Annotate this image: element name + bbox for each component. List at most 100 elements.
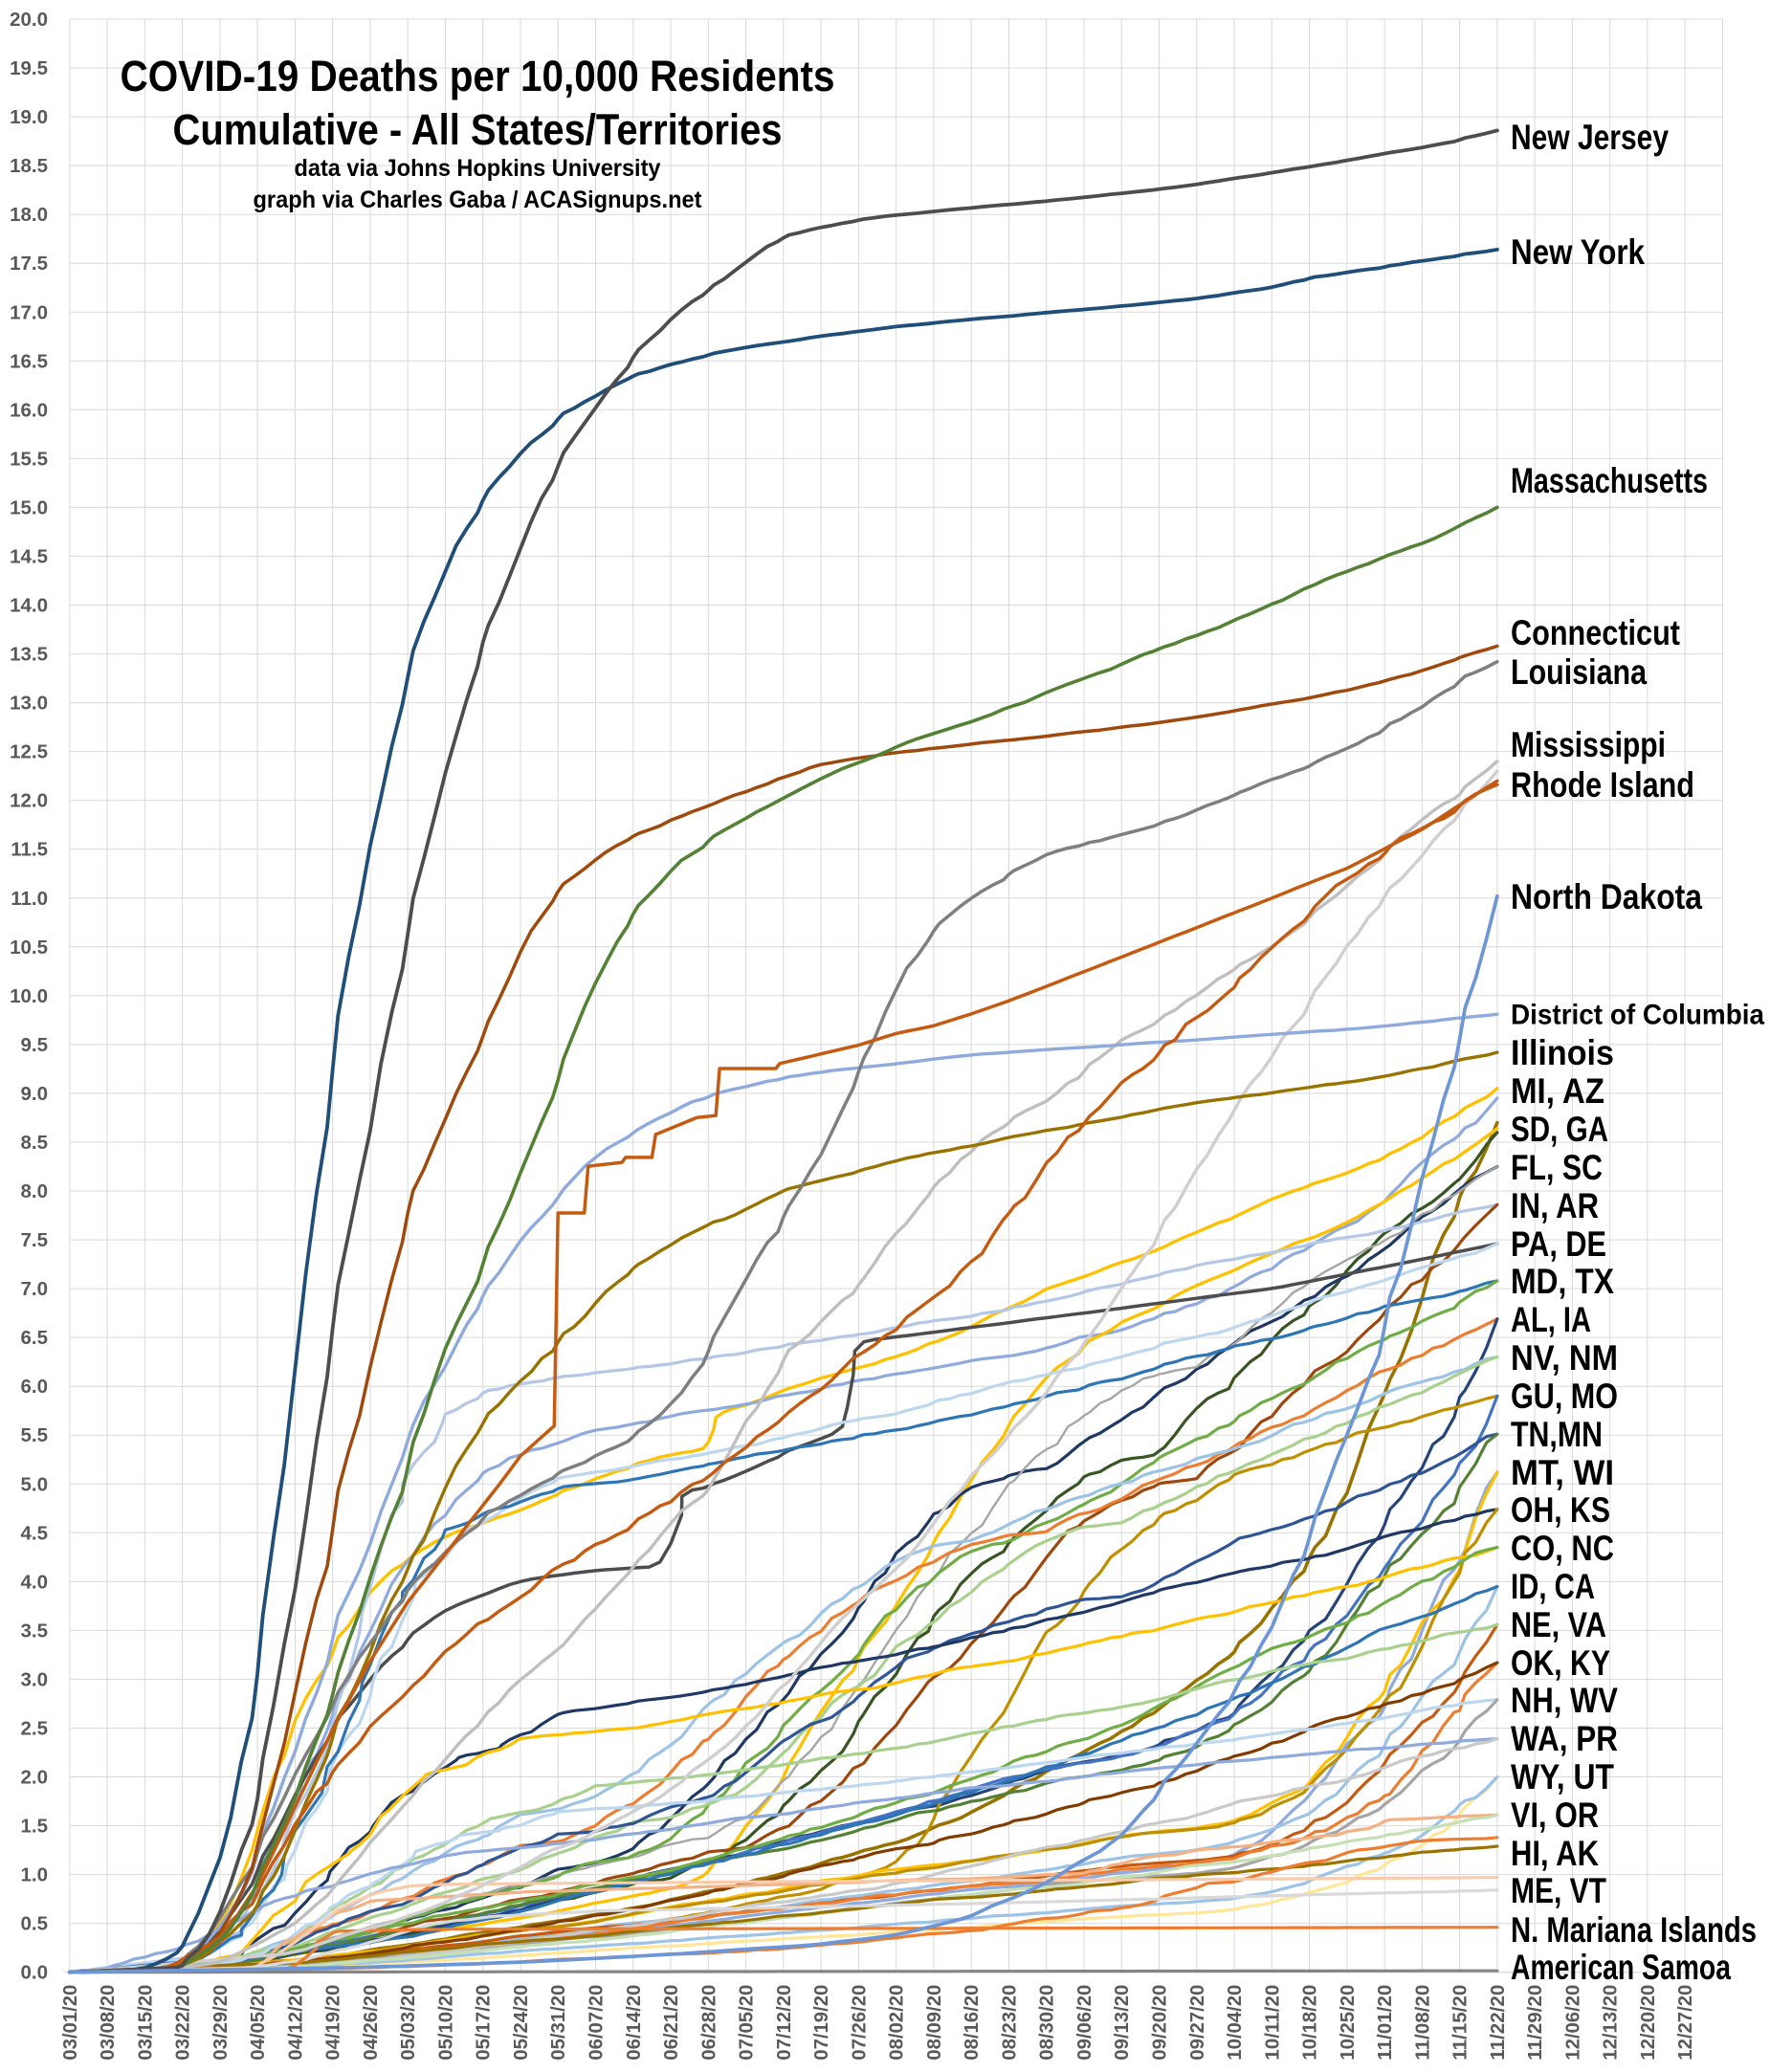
svg-text:18.5: 18.5 bbox=[10, 155, 48, 177]
svg-text:08/16/20: 08/16/20 bbox=[961, 1985, 983, 2061]
svg-text:08/30/20: 08/30/20 bbox=[1036, 1985, 1058, 2061]
svg-text:11/29/20: 11/29/20 bbox=[1524, 1985, 1546, 2061]
svg-text:OH, KS: OH, KS bbox=[1511, 1490, 1610, 1530]
svg-text:08/09/20: 08/09/20 bbox=[923, 1985, 945, 2061]
svg-text:04/12/20: 04/12/20 bbox=[284, 1985, 306, 2061]
svg-text:9.5: 9.5 bbox=[21, 1034, 49, 1056]
svg-text:07/26/20: 07/26/20 bbox=[848, 1985, 870, 2061]
svg-text:NH, WV: NH, WV bbox=[1511, 1681, 1618, 1720]
svg-text:05/24/20: 05/24/20 bbox=[510, 1985, 532, 2061]
svg-text:12/06/20: 12/06/20 bbox=[1561, 1985, 1583, 2061]
svg-text:Connecticut: Connecticut bbox=[1511, 613, 1680, 652]
svg-text:WY, UT: WY, UT bbox=[1511, 1757, 1614, 1796]
svg-text:ID, CA: ID, CA bbox=[1511, 1567, 1595, 1606]
svg-text:06/21/20: 06/21/20 bbox=[660, 1985, 682, 2061]
svg-text:12/20/20: 12/20/20 bbox=[1637, 1985, 1659, 2061]
svg-text:13.0: 13.0 bbox=[10, 693, 48, 715]
svg-text:4.5: 4.5 bbox=[21, 1522, 49, 1544]
svg-text:American Samoa: American Samoa bbox=[1511, 1948, 1731, 1987]
svg-text:Massachusetts: Massachusetts bbox=[1511, 461, 1708, 500]
svg-text:16.5: 16.5 bbox=[10, 350, 48, 372]
svg-text:Cumulative - All States/Territ: Cumulative - All States/Territories bbox=[173, 105, 783, 154]
svg-text:SD, GA: SD, GA bbox=[1511, 1110, 1608, 1149]
svg-text:0.5: 0.5 bbox=[21, 1913, 49, 1935]
svg-text:N. Mariana Islands: N. Mariana Islands bbox=[1511, 1910, 1757, 1950]
svg-text:3.5: 3.5 bbox=[21, 1620, 49, 1642]
svg-text:1.5: 1.5 bbox=[21, 1816, 49, 1838]
svg-text:NE, VA: NE, VA bbox=[1511, 1605, 1606, 1644]
svg-text:12/13/20: 12/13/20 bbox=[1600, 1985, 1622, 2061]
svg-text:MT, WI: MT, WI bbox=[1511, 1453, 1614, 1492]
svg-text:New Jersey: New Jersey bbox=[1511, 118, 1669, 157]
svg-text:10.0: 10.0 bbox=[10, 985, 48, 1007]
svg-text:06/07/20: 06/07/20 bbox=[586, 1985, 608, 2061]
svg-text:17.5: 17.5 bbox=[10, 253, 48, 275]
svg-text:New York: New York bbox=[1511, 232, 1645, 272]
svg-text:09/20/20: 09/20/20 bbox=[1149, 1985, 1171, 2061]
svg-text:PA, DE: PA, DE bbox=[1511, 1224, 1606, 1264]
svg-text:05/17/20: 05/17/20 bbox=[473, 1985, 495, 2061]
svg-text:10/18/20: 10/18/20 bbox=[1299, 1985, 1321, 2061]
svg-text:14.5: 14.5 bbox=[10, 546, 48, 568]
svg-text:MD, TX: MD, TX bbox=[1511, 1262, 1614, 1301]
svg-text:19.0: 19.0 bbox=[10, 106, 48, 128]
svg-text:04/05/20: 04/05/20 bbox=[247, 1985, 269, 2061]
svg-text:WA, PR: WA, PR bbox=[1511, 1719, 1618, 1758]
svg-text:0.0: 0.0 bbox=[21, 1962, 49, 1984]
svg-text:07/05/20: 07/05/20 bbox=[736, 1985, 758, 2061]
svg-text:16.0: 16.0 bbox=[10, 399, 48, 421]
svg-text:11/08/20: 11/08/20 bbox=[1411, 1985, 1433, 2061]
svg-text:IN, AR: IN, AR bbox=[1511, 1186, 1599, 1225]
svg-text:03/01/20: 03/01/20 bbox=[59, 1985, 81, 2061]
svg-text:15.5: 15.5 bbox=[10, 448, 48, 470]
svg-text:07/19/20: 07/19/20 bbox=[810, 1985, 832, 2061]
svg-text:09/13/20: 09/13/20 bbox=[1111, 1985, 1133, 2061]
svg-text:11/22/20: 11/22/20 bbox=[1487, 1985, 1509, 2061]
svg-text:MI, AZ: MI, AZ bbox=[1511, 1071, 1604, 1111]
svg-text:8.5: 8.5 bbox=[21, 1132, 49, 1154]
svg-text:4.0: 4.0 bbox=[21, 1571, 49, 1593]
svg-text:08/02/20: 08/02/20 bbox=[886, 1985, 908, 2061]
svg-text:2.0: 2.0 bbox=[21, 1767, 49, 1789]
svg-text:8.0: 8.0 bbox=[21, 1180, 49, 1202]
svg-text:10/25/20: 10/25/20 bbox=[1337, 1985, 1359, 2061]
svg-text:TN,MN: TN,MN bbox=[1511, 1415, 1603, 1454]
svg-text:7.0: 7.0 bbox=[21, 1278, 49, 1300]
svg-text:COVID-19 Deaths per 10,000 Res: COVID-19 Deaths per 10,000 Residents bbox=[121, 52, 835, 100]
svg-text:11/01/20: 11/01/20 bbox=[1374, 1985, 1396, 2061]
svg-text:5.0: 5.0 bbox=[21, 1473, 49, 1495]
svg-text:11/15/20: 11/15/20 bbox=[1449, 1985, 1471, 2061]
svg-text:5.5: 5.5 bbox=[21, 1424, 49, 1446]
svg-text:VI, OR: VI, OR bbox=[1511, 1796, 1599, 1835]
svg-text:14.0: 14.0 bbox=[10, 595, 48, 617]
svg-text:3.0: 3.0 bbox=[21, 1668, 49, 1690]
svg-text:7.5: 7.5 bbox=[21, 1229, 49, 1251]
svg-text:6.0: 6.0 bbox=[21, 1376, 49, 1398]
svg-text:05/03/20: 05/03/20 bbox=[397, 1985, 419, 2061]
svg-text:11.5: 11.5 bbox=[11, 839, 48, 861]
svg-text:OK, KY: OK, KY bbox=[1511, 1643, 1610, 1683]
svg-text:9.0: 9.0 bbox=[21, 1083, 49, 1105]
svg-text:06/14/20: 06/14/20 bbox=[623, 1985, 645, 2061]
svg-text:1.0: 1.0 bbox=[21, 1864, 49, 1886]
svg-text:graph via Charles Gaba / ACASi: graph via Charles Gaba / ACASignups.net bbox=[254, 187, 703, 213]
svg-text:NV, NM: NV, NM bbox=[1511, 1338, 1618, 1378]
svg-text:03/15/20: 03/15/20 bbox=[134, 1985, 156, 2061]
svg-text:03/08/20: 03/08/20 bbox=[97, 1985, 119, 2061]
svg-text:05/10/20: 05/10/20 bbox=[434, 1985, 456, 2061]
svg-text:18.0: 18.0 bbox=[10, 204, 48, 226]
svg-text:08/23/20: 08/23/20 bbox=[998, 1985, 1020, 2061]
svg-text:11.0: 11.0 bbox=[11, 888, 48, 910]
svg-text:03/22/20: 03/22/20 bbox=[172, 1985, 194, 2061]
svg-text:FL, SC: FL, SC bbox=[1511, 1148, 1603, 1187]
svg-text:07/12/20: 07/12/20 bbox=[773, 1985, 795, 2061]
svg-text:Illinois: Illinois bbox=[1511, 1033, 1614, 1072]
svg-text:09/27/20: 09/27/20 bbox=[1186, 1985, 1208, 2061]
svg-text:Mississippi: Mississippi bbox=[1511, 725, 1666, 764]
svg-text:12/27/20: 12/27/20 bbox=[1674, 1985, 1696, 2061]
svg-text:10/11/20: 10/11/20 bbox=[1261, 1985, 1283, 2061]
svg-text:04/26/20: 04/26/20 bbox=[360, 1985, 382, 2061]
svg-text:19.5: 19.5 bbox=[10, 57, 48, 79]
svg-text:CO, NC: CO, NC bbox=[1511, 1529, 1614, 1568]
svg-text:17.0: 17.0 bbox=[10, 301, 48, 323]
